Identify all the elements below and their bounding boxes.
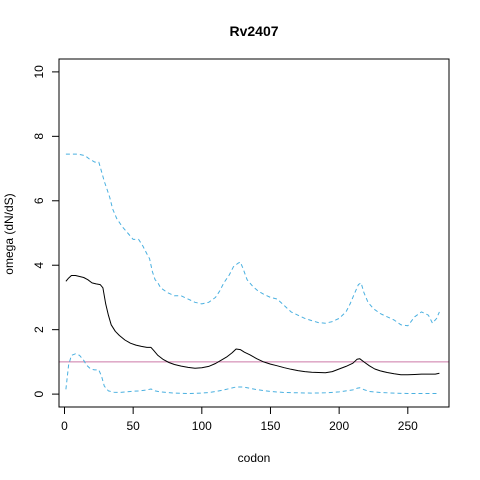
y-axis: 0 2 4 6 8 10 bbox=[32, 65, 60, 397]
y-tick-label: 4 bbox=[32, 262, 46, 269]
x-tick-label: 100 bbox=[192, 419, 212, 433]
plot-lines bbox=[59, 153, 449, 394]
plot-frame bbox=[58, 58, 450, 408]
x-tick-label: 150 bbox=[260, 419, 280, 433]
x-tick-label: 200 bbox=[329, 419, 349, 433]
x-tick-label: 0 bbox=[61, 419, 68, 433]
upper-series-line bbox=[65, 153, 440, 327]
y-tick-label: 8 bbox=[32, 133, 46, 140]
x-tick-label: 50 bbox=[126, 419, 140, 433]
x-axis: 0 50 100 150 200 250 bbox=[61, 406, 418, 433]
y-tick-label: 6 bbox=[32, 197, 46, 204]
y-tick-label: 10 bbox=[32, 65, 46, 79]
x-axis-label: codon bbox=[238, 451, 271, 465]
y-tick-label: 2 bbox=[32, 326, 46, 333]
y-axis-label: omega (dN/dS) bbox=[2, 193, 16, 274]
lower-series-line bbox=[65, 353, 440, 394]
chart-title: Rv2407 bbox=[229, 23, 278, 39]
y-tick-label: 0 bbox=[32, 390, 46, 397]
x-tick-label: 250 bbox=[398, 419, 418, 433]
estimate-series-line bbox=[65, 275, 440, 376]
